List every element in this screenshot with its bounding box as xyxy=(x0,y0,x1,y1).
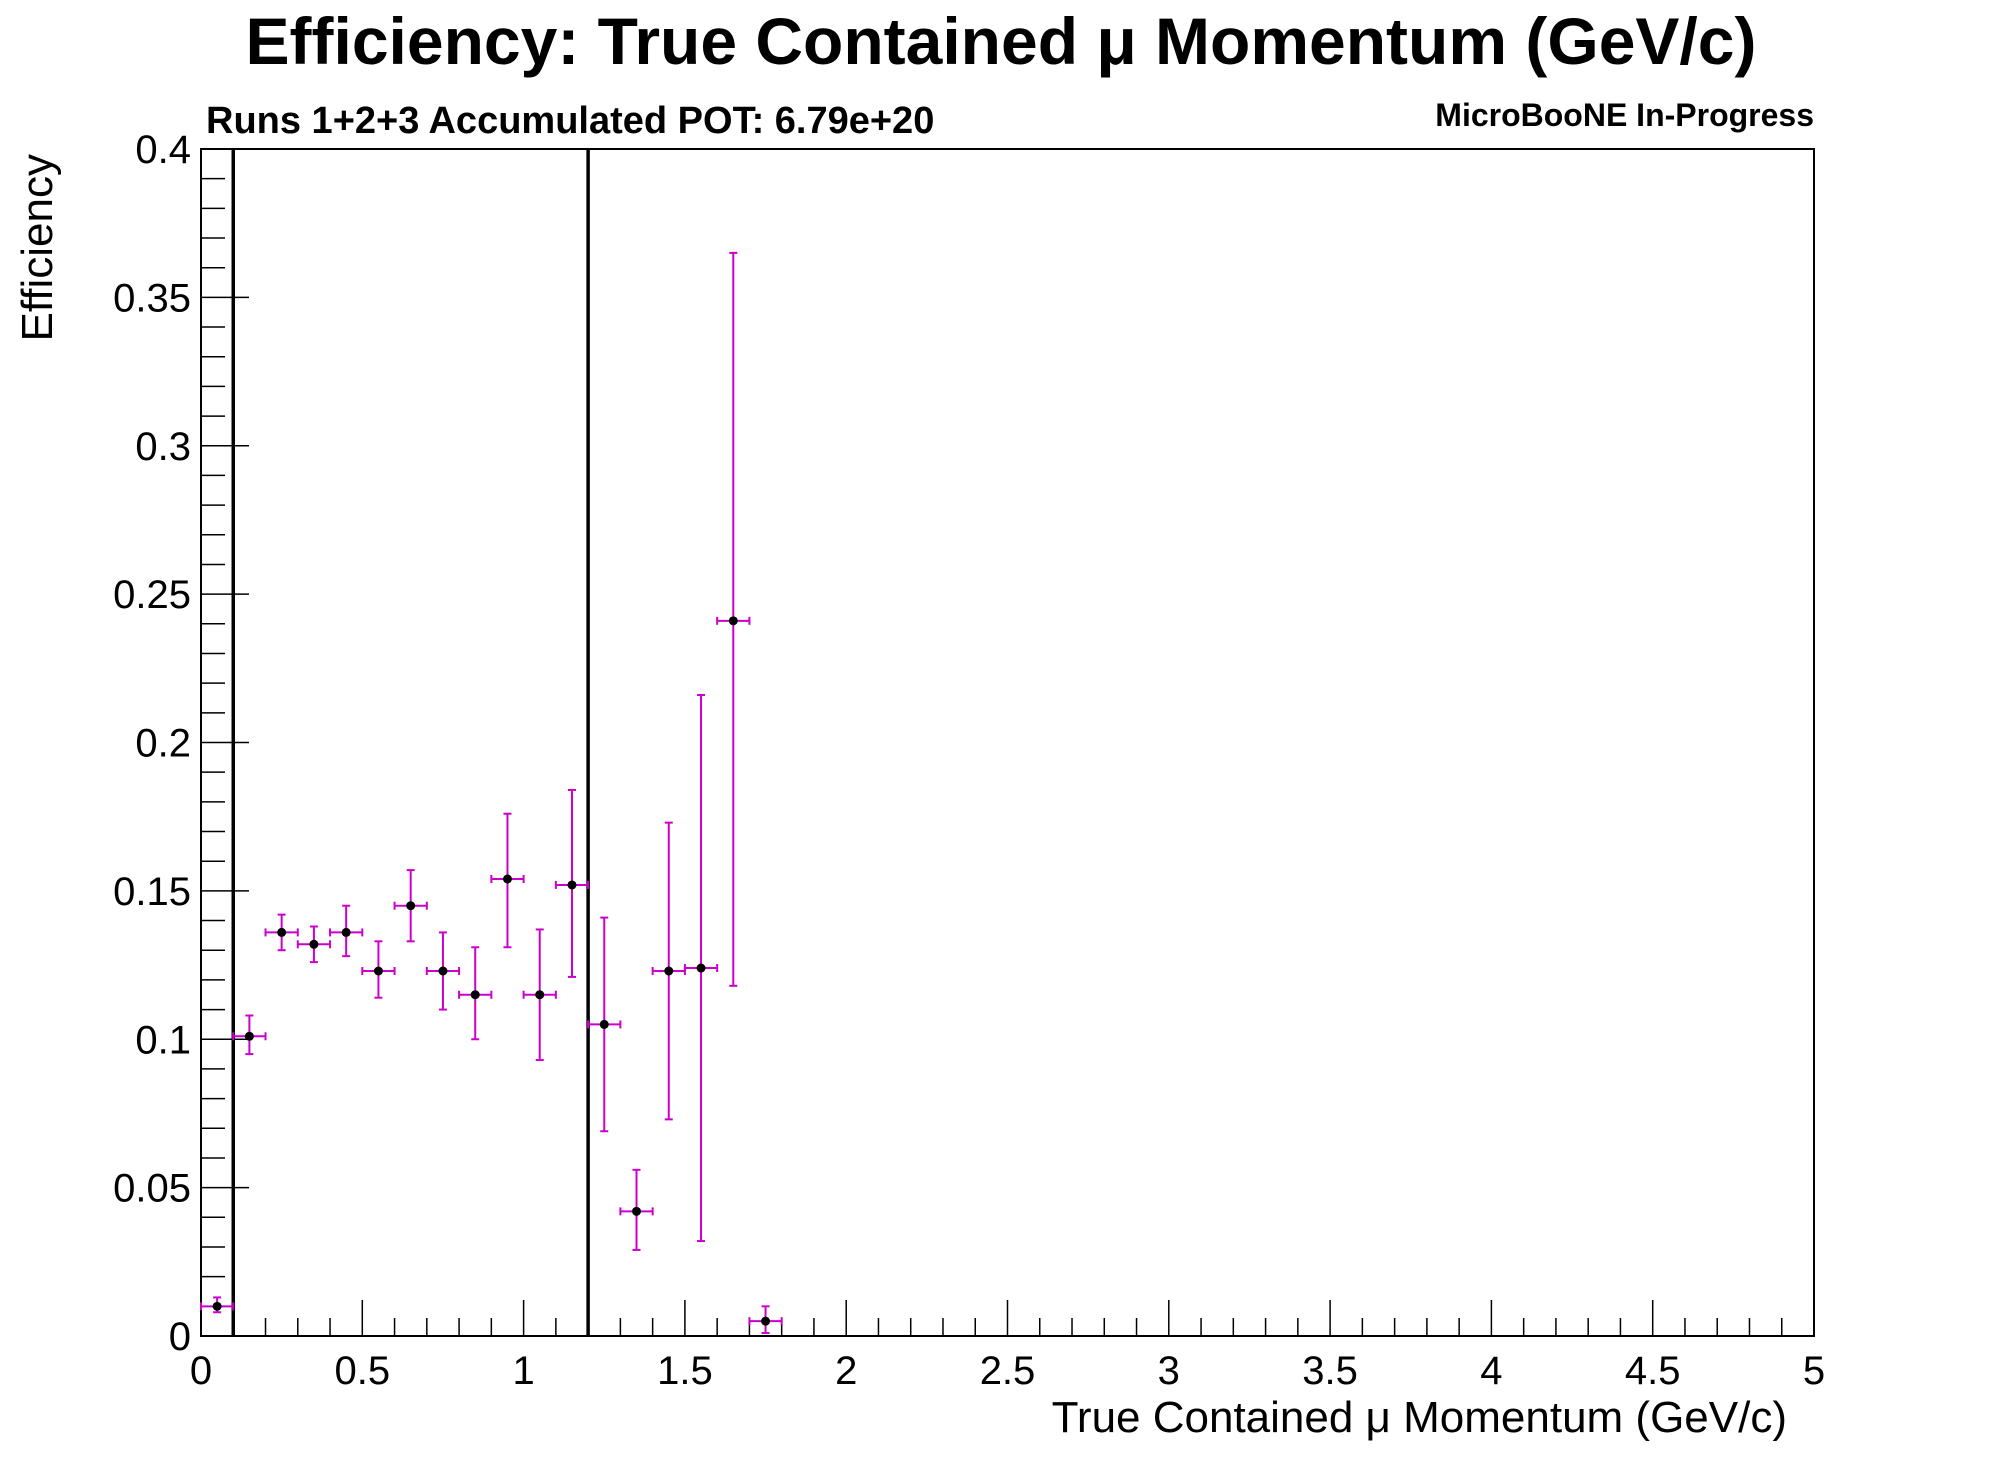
x-tick-label: 2 xyxy=(835,1349,857,1393)
y-tick-label: 0.3 xyxy=(135,425,191,469)
x-tick-label: 1 xyxy=(512,1349,534,1393)
y-tick-label: 0.25 xyxy=(113,573,191,617)
data-marker xyxy=(599,1019,609,1029)
chart-title: Efficiency: True Contained μ Momentum (G… xyxy=(246,4,1757,78)
data-point xyxy=(683,694,719,1243)
data-point xyxy=(458,946,493,1041)
data-marker xyxy=(535,990,545,1000)
data-marker xyxy=(244,1031,254,1041)
data-marker xyxy=(728,616,738,626)
data-marker xyxy=(761,1316,771,1326)
data-marker xyxy=(696,963,706,973)
data-point xyxy=(522,928,557,1062)
data-marker xyxy=(470,990,480,1000)
data-marker xyxy=(341,927,351,937)
y-tick-label: 0.4 xyxy=(135,128,191,172)
data-marker xyxy=(664,966,674,976)
data-marker xyxy=(212,1301,222,1311)
x-axis-ticks: 0 0.5 1 1.5 2 2.5 3 3.5 4 4.5 5 xyxy=(190,1300,1825,1393)
data-point xyxy=(232,1014,267,1056)
data-point xyxy=(425,931,461,1011)
x-tick-label: 3.5 xyxy=(1302,1349,1358,1393)
data-point xyxy=(748,1305,783,1335)
x-tick-label: 0.5 xyxy=(334,1349,390,1393)
y-tick-label: 0 xyxy=(169,1315,191,1359)
data-point xyxy=(587,916,622,1133)
y-tick-label: 0.1 xyxy=(135,1018,191,1062)
y-tick-label: 0.35 xyxy=(113,276,191,320)
data-point xyxy=(651,821,686,1121)
data-marker xyxy=(567,880,577,890)
data-point xyxy=(200,1296,235,1314)
y-axis-label: Efficiency xyxy=(13,154,62,342)
data-points xyxy=(200,251,783,1335)
x-tick-label: 5 xyxy=(1803,1349,1825,1393)
data-marker xyxy=(632,1206,642,1216)
data-point xyxy=(329,904,364,958)
x-tick-label: 4.5 xyxy=(1625,1349,1681,1393)
plot-frame xyxy=(200,148,1815,1337)
data-marker xyxy=(438,966,448,976)
x-axis-label: True Contained μ Momentum (GeV/c) xyxy=(1052,1393,1787,1442)
x-tick-label: 2.5 xyxy=(980,1349,1036,1393)
data-point xyxy=(296,925,332,964)
data-point xyxy=(361,940,396,999)
data-point xyxy=(264,913,299,952)
y-tick-label: 0.2 xyxy=(135,722,191,766)
y-tick-label: 0.15 xyxy=(113,870,191,914)
x-tick-label: 3 xyxy=(1158,1349,1180,1393)
x-tick-label: 1.5 xyxy=(657,1349,713,1393)
experiment-tag: MicroBooNE In-Progress xyxy=(1435,97,1814,133)
data-marker xyxy=(406,901,416,911)
x-tick-label: 0 xyxy=(190,1349,212,1393)
reference-lines xyxy=(231,149,590,1336)
data-point xyxy=(554,788,590,978)
data-marker xyxy=(373,966,383,976)
data-point xyxy=(490,812,525,949)
y-axis-ticks: 0 0.05 0.1 0.15 0.2 0.25 0.3 0.35 0.4 xyxy=(113,128,249,1359)
data-point xyxy=(716,251,751,987)
y-tick-label: 0.05 xyxy=(113,1167,191,1211)
data-point xyxy=(619,1168,654,1251)
data-marker xyxy=(277,927,287,937)
chart-subtitle: Runs 1+2+3 Accumulated POT: 6.79e+20 xyxy=(206,100,934,142)
data-point xyxy=(393,869,428,943)
data-marker xyxy=(502,874,512,884)
x-tick-label: 4 xyxy=(1480,1349,1502,1393)
data-marker xyxy=(309,939,319,949)
